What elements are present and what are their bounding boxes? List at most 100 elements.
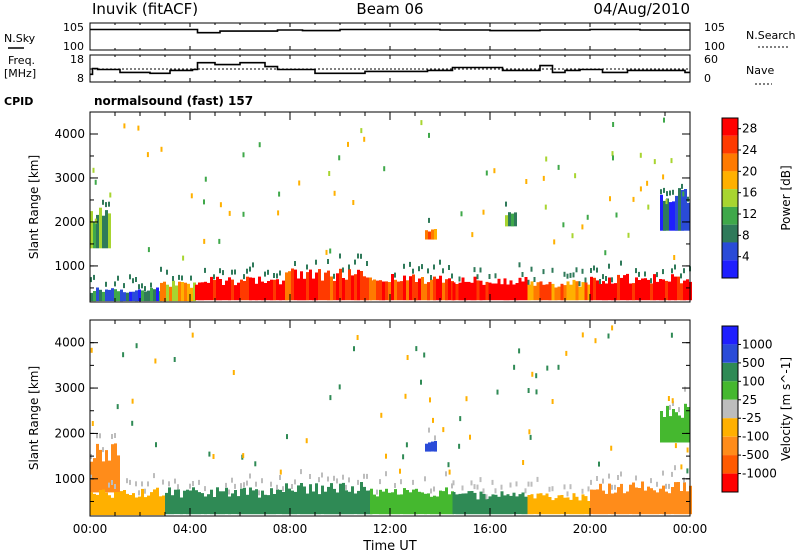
right-tick-label-bottom: 0	[704, 72, 711, 85]
data-cell	[566, 273, 569, 279]
data-cell	[376, 496, 379, 515]
data-cell	[617, 274, 620, 301]
data-cell	[276, 489, 279, 515]
data-cell	[494, 488, 497, 494]
data-cell	[415, 488, 418, 515]
data-cell	[503, 495, 507, 515]
data-cell	[273, 494, 276, 515]
data-cell	[144, 286, 146, 292]
nave-label: Nave	[746, 64, 774, 77]
colorbar-segment	[722, 436, 738, 456]
data-cell	[675, 412, 678, 443]
data-cell	[602, 490, 605, 515]
data-cell	[427, 268, 429, 274]
y-axis-title: Slant Range [km]	[27, 155, 41, 259]
date-title: 04/Aug/2010	[593, 0, 690, 18]
data-cell	[425, 443, 428, 452]
data-cell	[102, 215, 105, 249]
data-cell	[93, 291, 96, 302]
scatter-cell	[586, 214, 589, 220]
data-cell	[455, 494, 459, 515]
data-cell	[439, 259, 441, 265]
scatter-cell	[254, 461, 257, 467]
scatter-cell	[218, 238, 221, 244]
data-cell	[252, 262, 254, 268]
data-cell	[255, 481, 257, 487]
power-panel: 1000 2000 3000 4000 Slant Range [km] 4 8 12 16 20…	[27, 111, 793, 303]
scatter-cell	[522, 460, 525, 465]
scatter-cell	[160, 146, 163, 152]
data-cell	[360, 253, 362, 259]
scatter-cell	[135, 343, 138, 349]
scatter-cell	[528, 429, 531, 435]
data-cell	[201, 493, 204, 515]
data-cell	[315, 259, 317, 265]
data-cell	[207, 282, 210, 301]
data-cell	[114, 492, 117, 516]
data-cell	[240, 488, 243, 515]
scatter-cell	[448, 469, 451, 475]
data-cell	[255, 489, 258, 515]
scatter-cell	[598, 461, 600, 467]
scatter-cell	[615, 212, 618, 218]
scatter-cell	[147, 247, 150, 253]
nsky-series-line	[90, 28, 690, 34]
data-cell	[339, 253, 341, 259]
data-cell	[452, 480, 455, 486]
data-cell	[608, 473, 610, 479]
data-cell	[572, 272, 575, 278]
data-cell	[666, 405, 669, 443]
data-cell	[193, 282, 196, 302]
data-cell	[663, 187, 665, 193]
data-cell	[662, 485, 665, 515]
scatter-cell	[404, 393, 407, 399]
data-cell	[394, 272, 396, 278]
scatter-cell	[204, 176, 207, 182]
data-cell	[99, 449, 102, 493]
data-cell	[195, 490, 198, 515]
data-cell	[153, 289, 156, 302]
data-cell	[575, 267, 578, 273]
data-cell	[376, 280, 379, 301]
data-cell	[351, 486, 354, 515]
data-cell	[418, 278, 421, 301]
data-cell	[108, 460, 111, 493]
data-cell	[324, 272, 327, 301]
data-cell	[261, 281, 264, 301]
data-cell	[294, 261, 296, 266]
data-cell	[620, 471, 622, 477]
data-cell	[663, 200, 666, 231]
data-cell	[190, 275, 192, 281]
data-cell	[433, 495, 436, 515]
data-cell	[162, 495, 165, 516]
data-cell	[623, 493, 626, 515]
data-cell	[509, 495, 513, 515]
data-cell	[249, 487, 252, 515]
data-cell	[584, 496, 588, 515]
data-cell	[684, 189, 687, 231]
data-cell	[225, 487, 228, 515]
data-cell	[599, 279, 601, 284]
data-cell	[388, 282, 391, 301]
data-cell	[303, 486, 306, 515]
data-cell	[147, 495, 150, 516]
data-cell	[431, 229, 434, 240]
data-cell	[545, 284, 549, 301]
scatter-cell	[399, 468, 401, 474]
data-cell	[279, 270, 281, 276]
data-cell	[608, 483, 611, 515]
scatter-cell	[415, 346, 418, 352]
scatter-cell	[551, 399, 554, 404]
data-cell	[300, 271, 303, 301]
scatter-cell	[356, 335, 359, 340]
data-cell	[587, 284, 591, 301]
data-cell	[126, 493, 129, 516]
colorbar-tick-label: -100	[742, 430, 769, 444]
data-cell	[647, 279, 650, 301]
data-cell	[581, 488, 584, 494]
data-cell	[596, 489, 599, 515]
data-cell	[452, 282, 456, 301]
data-cell	[683, 482, 686, 515]
data-cell	[120, 491, 123, 516]
